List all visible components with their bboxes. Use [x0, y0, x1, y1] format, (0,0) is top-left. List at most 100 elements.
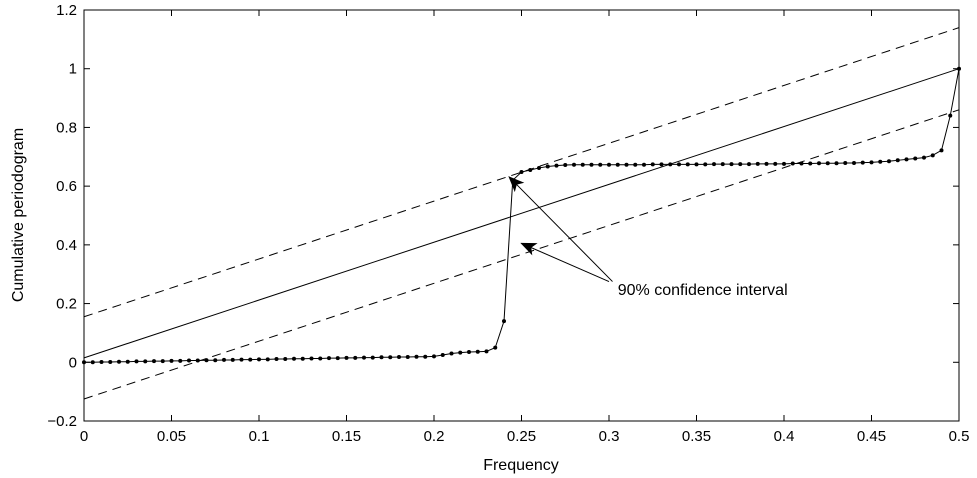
data-point: [257, 357, 261, 362]
y-tick-label: 0.8: [56, 119, 77, 136]
data-point: [782, 161, 786, 166]
data-point: [860, 160, 865, 165]
data-point: [712, 162, 716, 167]
data-point: [484, 349, 489, 354]
x-tick-label: 0.4: [774, 428, 795, 445]
data-point: [187, 358, 191, 363]
data-point: [440, 352, 445, 357]
x-tick-label: 0: [80, 428, 88, 445]
x-tick-label: 0.25: [507, 428, 536, 445]
y-tick-label: 0: [69, 354, 77, 371]
annotation-label: 90% confidence interval: [618, 282, 788, 299]
data-point: [904, 157, 909, 162]
data-point: [90, 360, 95, 365]
data-point: [615, 162, 620, 167]
data-point: [633, 162, 638, 167]
reference-line: [83, 68, 960, 359]
data-point: [265, 357, 270, 362]
data-point: [125, 359, 130, 364]
x-tick-label: 0.5: [949, 428, 970, 445]
data-point: [475, 349, 480, 354]
annotation-arrow: [520, 242, 610, 283]
data-point: [458, 350, 463, 355]
x-tick-label: 0.15: [332, 428, 361, 445]
data-point: [274, 357, 279, 362]
data-point: [283, 357, 288, 362]
data-point: [729, 162, 734, 167]
annotations: 90% confidence interval: [508, 176, 788, 299]
data-point: [808, 161, 813, 166]
data-point: [449, 351, 454, 356]
data-point: [948, 113, 953, 118]
data-point: [362, 355, 366, 360]
data-point: [353, 355, 358, 360]
data-point: [300, 356, 305, 361]
data-point: [580, 162, 585, 167]
data-point: [152, 359, 156, 364]
data-point: [554, 163, 559, 168]
data-point: [852, 160, 856, 165]
x-tick-label: 0.35: [682, 428, 711, 445]
data-point: [747, 162, 751, 167]
x-tick-label: 0.45: [857, 428, 886, 445]
data-point: [414, 354, 419, 359]
data-point: [143, 359, 148, 364]
data-point: [878, 159, 883, 164]
y-tick-label: −0.2: [47, 413, 77, 430]
data-point: [178, 358, 183, 363]
data-point: [720, 162, 725, 167]
data-point: [388, 355, 393, 360]
data-point: [843, 160, 848, 165]
data-point: [773, 161, 778, 166]
data-point: [292, 356, 296, 361]
data-point: [939, 148, 944, 153]
data-point: [572, 162, 576, 167]
data-point: [685, 162, 690, 167]
data-point: [764, 161, 769, 166]
data-point: [379, 355, 384, 360]
data-point: [825, 161, 830, 166]
data-point: [405, 355, 410, 360]
data-point: [335, 356, 340, 361]
data-point: [327, 356, 331, 361]
x-tick-label: 0.05: [157, 428, 186, 445]
data-point: [370, 355, 375, 360]
data-point: [239, 357, 244, 362]
data-point: [222, 357, 226, 362]
data-point: [703, 162, 708, 167]
data-point: [82, 360, 86, 365]
data-point: [134, 359, 139, 364]
annotation-arrow: [508, 176, 613, 282]
confidence-bound-line: [83, 109, 960, 400]
y-axis-label: Cumulative periodogram: [10, 128, 27, 302]
data-point: [169, 358, 174, 363]
data-point: [248, 357, 253, 362]
data-point: [650, 162, 655, 167]
data-point: [117, 359, 121, 364]
data-point: [519, 170, 524, 175]
data-point: [642, 162, 646, 167]
data-point: [423, 354, 428, 359]
x-tick-label: 0.3: [599, 428, 620, 445]
data-point: [922, 155, 926, 160]
data-point: [318, 356, 323, 361]
data-point: [467, 350, 471, 355]
x-axis-label: Frequency: [483, 457, 559, 474]
data-point: [624, 162, 629, 167]
data-point: [834, 161, 839, 166]
data-point: [99, 359, 104, 364]
data-point: [790, 161, 795, 166]
data-point: [397, 355, 401, 360]
data-point: [309, 356, 314, 361]
data-point: [895, 158, 900, 163]
x-tick-label: 0.2: [424, 428, 445, 445]
data-point: [598, 162, 603, 167]
data-point: [344, 355, 349, 360]
data-series: [82, 27, 961, 400]
y-tick-label: 1: [69, 61, 77, 78]
data-point: [930, 153, 935, 158]
data-point: [913, 156, 918, 161]
y-tick-label: 0.4: [56, 237, 77, 254]
data-point: [887, 159, 891, 164]
